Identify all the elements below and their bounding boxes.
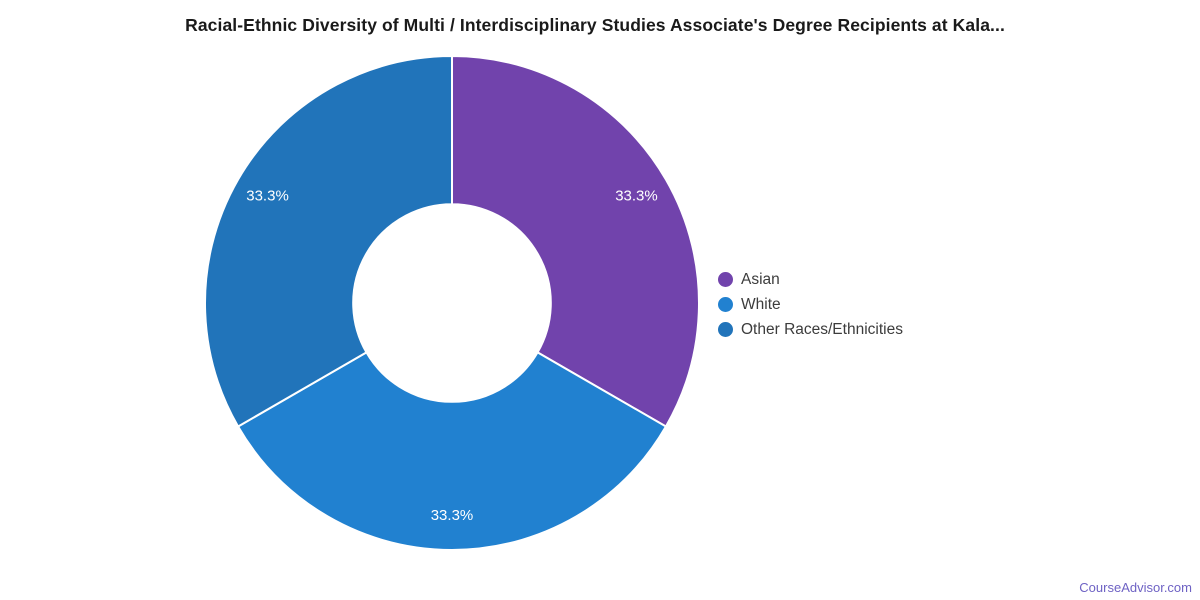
slice-percentage-label: 33.3% bbox=[431, 507, 474, 524]
legend-swatch bbox=[718, 322, 733, 337]
donut-slice-other-races-ethnicities[interactable] bbox=[204, 55, 453, 428]
legend-label: Other Races/Ethnicities bbox=[741, 320, 903, 338]
chart-title: Racial-Ethnic Diversity of Multi / Inter… bbox=[185, 15, 1005, 35]
legend-label: White bbox=[741, 295, 781, 313]
donut-slice-white[interactable] bbox=[237, 351, 667, 551]
legend-item-other-races[interactable]: Other Races/Ethnicities bbox=[718, 317, 903, 342]
legend-item-white[interactable]: White bbox=[718, 292, 903, 317]
courseadvisor-watermark-link[interactable]: CourseAdvisor.com bbox=[1079, 580, 1192, 595]
legend-swatch bbox=[718, 272, 733, 287]
slice-percentage-label: 33.3% bbox=[615, 187, 658, 204]
legend-item-asian[interactable]: Asian bbox=[718, 267, 903, 292]
slice-percentage-label: 33.3% bbox=[246, 187, 289, 204]
legend: Asian White Other Races/Ethnicities bbox=[718, 267, 903, 342]
donut-slice-asian[interactable] bbox=[451, 55, 700, 428]
legend-label: Asian bbox=[741, 270, 780, 288]
legend-swatch bbox=[718, 297, 733, 312]
